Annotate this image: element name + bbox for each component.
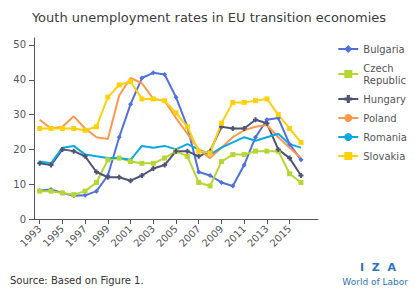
svg-text:Slovakia: Slovakia [363, 151, 405, 162]
svg-text:20: 20 [13, 144, 26, 155]
svg-text:Hungary: Hungary [363, 94, 406, 105]
svg-text:30: 30 [13, 109, 26, 120]
svg-text:Source: Based on Figure 1.: Source: Based on Figure 1. [10, 275, 144, 286]
svg-text:2001: 2001 [109, 223, 135, 249]
svg-text:2005: 2005 [154, 223, 180, 249]
svg-text:2015: 2015 [268, 223, 294, 249]
svg-text:Romania: Romania [363, 132, 407, 143]
svg-text:Youth unemployment rates in EU: Youth unemployment rates in EU transitio… [31, 10, 386, 25]
svg-text:Republic: Republic [363, 75, 406, 86]
svg-text:50: 50 [13, 39, 26, 50]
svg-text:2013: 2013 [245, 223, 271, 249]
svg-text:10: 10 [13, 179, 26, 190]
svg-text:Bulgaria: Bulgaria [363, 44, 404, 55]
svg-text:2011: 2011 [222, 223, 248, 249]
svg-text:1997: 1997 [63, 223, 89, 249]
svg-text:Czech: Czech [363, 63, 393, 74]
svg-text:2009: 2009 [200, 223, 226, 249]
svg-text:2003: 2003 [131, 223, 157, 249]
svg-text:1999: 1999 [86, 223, 112, 249]
svg-text:1993: 1993 [18, 223, 44, 249]
svg-text:Poland: Poland [363, 113, 396, 124]
svg-text:0: 0 [20, 214, 26, 225]
svg-text:World of Labor: World of Labor [342, 277, 408, 287]
svg-text:2007: 2007 [177, 223, 203, 249]
svg-text:40: 40 [13, 74, 26, 85]
svg-text:1995: 1995 [41, 223, 67, 249]
svg-text:I Z A: I Z A [360, 261, 396, 274]
